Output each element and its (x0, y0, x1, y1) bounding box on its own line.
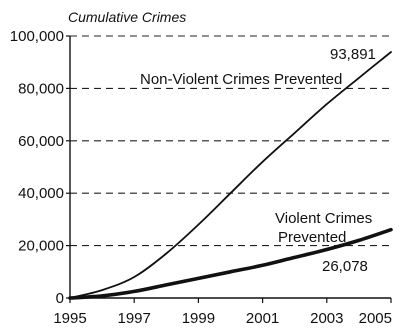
violent-end-value-label: 26,078 (322, 258, 368, 275)
x-tick-label: 2005 (359, 310, 392, 327)
y-tick-label: 100,000 (10, 28, 64, 45)
y-tick-label: 80,000 (18, 80, 64, 97)
violent-series-label-line2: Prevented (278, 229, 346, 246)
x-tick-label: 1997 (118, 310, 151, 327)
y-tick-label: 20,000 (18, 238, 64, 255)
y-tick-label: 60,000 (18, 133, 64, 150)
x-tick-label: 1995 (53, 310, 86, 327)
x-tick-label: 1999 (182, 310, 215, 327)
y-axis-label: Cumulative Crimes (68, 9, 186, 25)
y-tick-label: 0 (56, 290, 64, 307)
y-tick-label: 40,000 (18, 185, 64, 202)
x-tick-label: 2001 (246, 310, 279, 327)
x-tick-label: 2003 (310, 310, 343, 327)
nonviolent-end-value-label: 93,891 (330, 46, 376, 63)
nonviolent-series-label: Non-Violent Crimes Prevented (140, 71, 342, 88)
violent-series-label-line1: Violent Crimes (275, 210, 372, 227)
